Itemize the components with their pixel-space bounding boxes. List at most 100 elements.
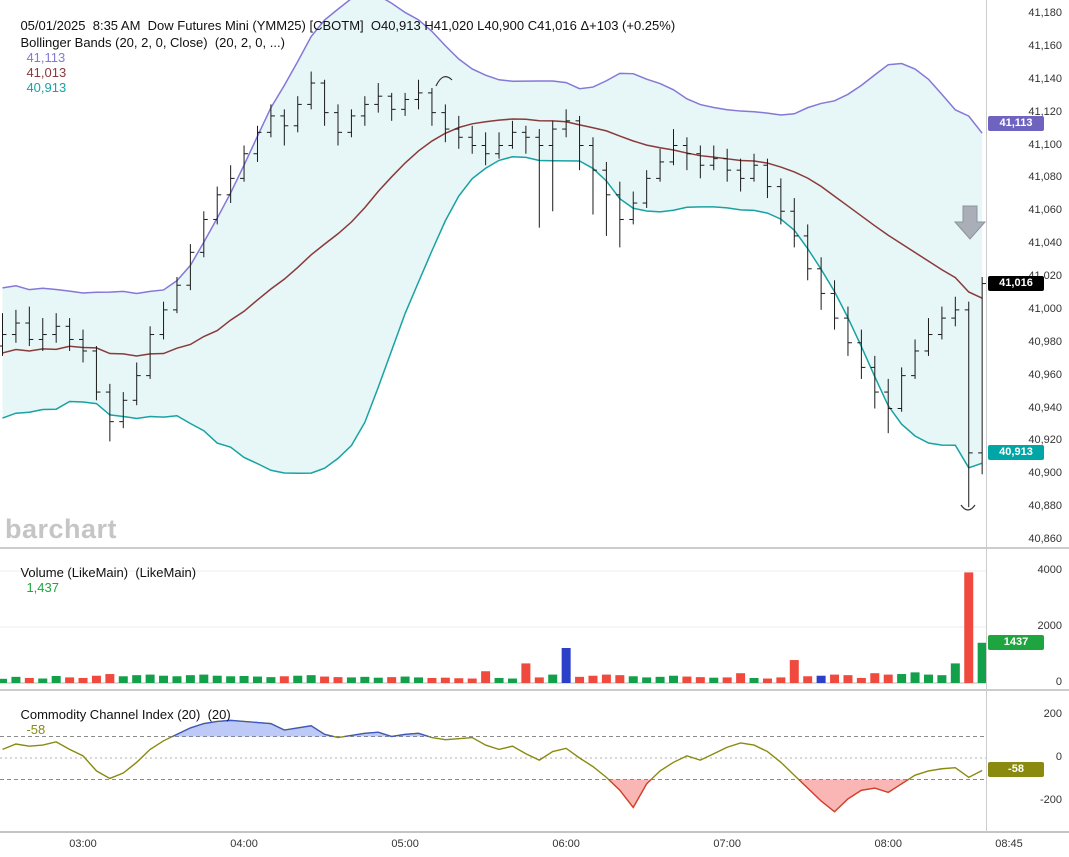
bb-lower-price-badge: 40,913 (988, 444, 1044, 460)
volume-bar (0, 678, 7, 683)
volume-bar (24, 677, 34, 683)
cci-overbought-edge (344, 731, 392, 738)
volume-bar (145, 674, 155, 683)
volume-bar (320, 676, 330, 683)
volume-bar (669, 675, 678, 683)
cci-value: -58 (26, 722, 46, 737)
annotation-arc-bottom (960, 504, 976, 511)
volume-bar (199, 674, 209, 683)
cci-overbought-edge (391, 732, 429, 738)
bb-upper-price-badge: 41,113 (988, 116, 1044, 132)
bollinger-upper-value: 41,113 (26, 50, 66, 65)
volume-label: Volume (LikeMain) (LikeMain) (20, 565, 197, 580)
cci-oversold-edge (798, 778, 909, 813)
volume-bar (279, 676, 289, 683)
volume-bar (454, 678, 464, 683)
volume-bar (266, 677, 276, 683)
volume-bar (575, 676, 585, 683)
volume-bar (387, 677, 397, 683)
volume-bar (414, 677, 424, 683)
volume-bar (870, 673, 880, 683)
annotation-down-arrow (953, 205, 987, 240)
volume-bar (950, 663, 960, 683)
cci-oversold-fill (798, 779, 909, 812)
volume-bar (803, 676, 813, 683)
annotation-arc-top (435, 76, 453, 87)
volume-bar (105, 674, 115, 683)
volume-bar (749, 677, 759, 683)
volume-bar (830, 674, 840, 683)
cci-overbought-edge (172, 719, 334, 738)
volume-bar (923, 674, 933, 683)
volume-bar (212, 675, 222, 683)
volume-bar (588, 675, 598, 683)
bollinger-lower-value: 40,913 (26, 80, 67, 95)
volume-bar (360, 676, 370, 683)
volume-bar (306, 675, 316, 683)
volume-bar (642, 677, 652, 683)
bollinger-middle-line (2, 118, 983, 357)
volume-bar (977, 642, 987, 683)
bollinger-legend[interactable]: Bollinger Bands (20, 2, 0, Close) (20, 2… (6, 20, 285, 110)
volume-value: 1,437 (26, 580, 59, 595)
volume-bar (400, 676, 410, 683)
volume-bar (172, 676, 182, 683)
volume-bar (856, 677, 866, 683)
volume-bar (682, 676, 692, 683)
volume-bar (897, 674, 907, 683)
volume-bar (628, 676, 638, 683)
volume-bar (38, 678, 48, 683)
volume-bar (293, 675, 303, 683)
volume-bar (427, 677, 437, 683)
volume-bar (239, 676, 249, 683)
volume-bar (534, 677, 544, 683)
volume-bar (373, 677, 383, 683)
volume-bar (548, 674, 558, 683)
volume-bar (789, 660, 799, 683)
cci-oversold-fill (608, 779, 652, 808)
volume-bar (481, 671, 491, 683)
volume-bar (507, 678, 517, 683)
volume-bar (816, 675, 826, 683)
barchart-watermark-logo: barchart (5, 514, 118, 544)
bollinger-upper-line (2, 0, 983, 295)
last-price-badge: 41,016 (988, 275, 1044, 291)
cci-overbought-fill (172, 720, 334, 737)
volume-bar (440, 677, 450, 683)
cci-legend[interactable]: Commodity Channel Index (20) (20) -58 (6, 692, 231, 752)
volume-bar (655, 676, 665, 683)
volume-bar (159, 675, 169, 683)
volume-bar (964, 572, 974, 683)
volume-bar (521, 663, 531, 683)
cci-label: Commodity Channel Index (20) (20) (20, 707, 231, 722)
bollinger-label: Bollinger Bands (20, 2, 0, Close) (20, 2… (20, 35, 285, 50)
volume-bar (226, 676, 236, 683)
bollinger-band-fill (2, 0, 983, 474)
volume-bar (132, 675, 142, 683)
volume-bar (118, 676, 128, 683)
ohlc-readout[interactable]: 05/01/2025 8:35 AM Dow Futures Mini (YMM… (6, 3, 675, 48)
volume-bar (252, 676, 262, 683)
volume-bar (185, 675, 195, 683)
volume-bar (65, 677, 75, 683)
volume-legend[interactable]: Volume (LikeMain) (LikeMain) 1,437 (6, 550, 196, 610)
volume-bar (601, 674, 611, 683)
volume-bar (333, 677, 343, 683)
volume-bar (51, 676, 61, 683)
bollinger-middle-value: 41,013 (26, 65, 67, 80)
volume-bar (843, 675, 853, 683)
bollinger-lower-line (2, 156, 983, 475)
volume-bar (776, 677, 786, 683)
volume-bar (709, 677, 719, 683)
volume-bar (910, 672, 920, 683)
volume-value-badge: 1437 (988, 634, 1044, 650)
cci-value-badge: -58 (988, 762, 1044, 778)
volume-bar (615, 675, 625, 683)
cci-oversold-edge (608, 779, 652, 809)
volume-bar (346, 677, 356, 683)
volume-bar (11, 676, 21, 683)
volume-bar (883, 674, 893, 683)
volume-bar (937, 675, 947, 683)
ohlc-readout-text: 05/01/2025 8:35 AM Dow Futures Mini (YMM… (20, 18, 676, 33)
